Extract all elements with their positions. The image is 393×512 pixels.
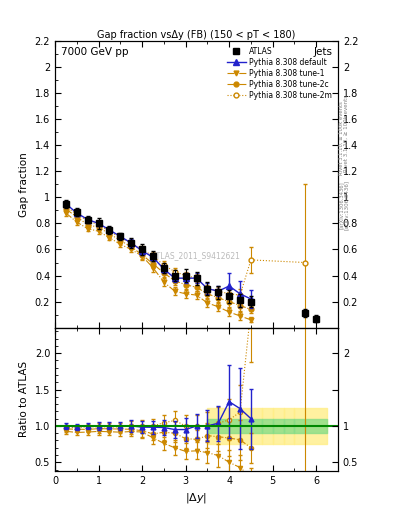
Y-axis label: Ratio to ATLAS: Ratio to ATLAS — [19, 361, 29, 437]
Text: [arXiv:1306.3436]: [arXiv:1306.3436] — [339, 181, 344, 229]
Text: [arXiv:1306.3436]: [arXiv:1306.3436] — [344, 180, 349, 230]
Text: Rivet 3.1.10, ≥ 100k events: Rivet 3.1.10, ≥ 100k events — [339, 101, 344, 175]
Y-axis label: Gap fraction: Gap fraction — [19, 152, 29, 217]
Text: ATLAS_2011_S9412621: ATLAS_2011_S9412621 — [152, 251, 241, 261]
Text: Jets: Jets — [313, 47, 332, 57]
X-axis label: $|\Delta y|$: $|\Delta y|$ — [185, 492, 208, 505]
Legend: ATLAS, Pythia 8.308 default, Pythia 8.308 tune-1, Pythia 8.308 tune-2c, Pythia 8: ATLAS, Pythia 8.308 default, Pythia 8.30… — [224, 45, 334, 102]
Title: Gap fraction vsΔy (FB) (150 < pT < 180): Gap fraction vsΔy (FB) (150 < pT < 180) — [97, 30, 296, 40]
Text: Rivet 3.1.10, ≥ 100k events: Rivet 3.1.10, ≥ 100k events — [344, 95, 349, 172]
Text: 7000 GeV pp: 7000 GeV pp — [61, 47, 128, 57]
